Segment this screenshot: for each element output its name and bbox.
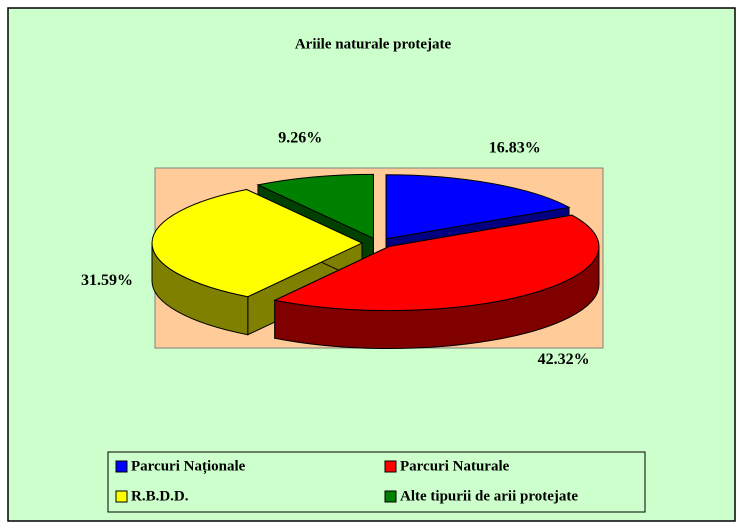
data-label: 42.32% (538, 351, 590, 368)
slice (273, 214, 600, 312)
legend-swatch (115, 460, 128, 473)
legend-label: Parcuri Naturale (400, 458, 510, 474)
slice (256, 173, 374, 240)
legend (107, 451, 646, 513)
legend-label: Parcuri Naționale (131, 458, 246, 474)
slice (151, 189, 364, 298)
data-label: 9.26% (278, 129, 322, 146)
legend-swatch (115, 490, 128, 503)
legend-label: Alte tipurii de arii protejate (400, 488, 578, 504)
legend-label: R.B.D.D. (131, 488, 189, 504)
legend-swatch (384, 490, 397, 503)
chart-title: Ariile naturale protejate (295, 36, 452, 52)
legend-swatch (384, 460, 397, 473)
data-label: 31.59% (81, 272, 133, 289)
slice (385, 174, 571, 240)
data-label: 16.83% (489, 140, 541, 157)
